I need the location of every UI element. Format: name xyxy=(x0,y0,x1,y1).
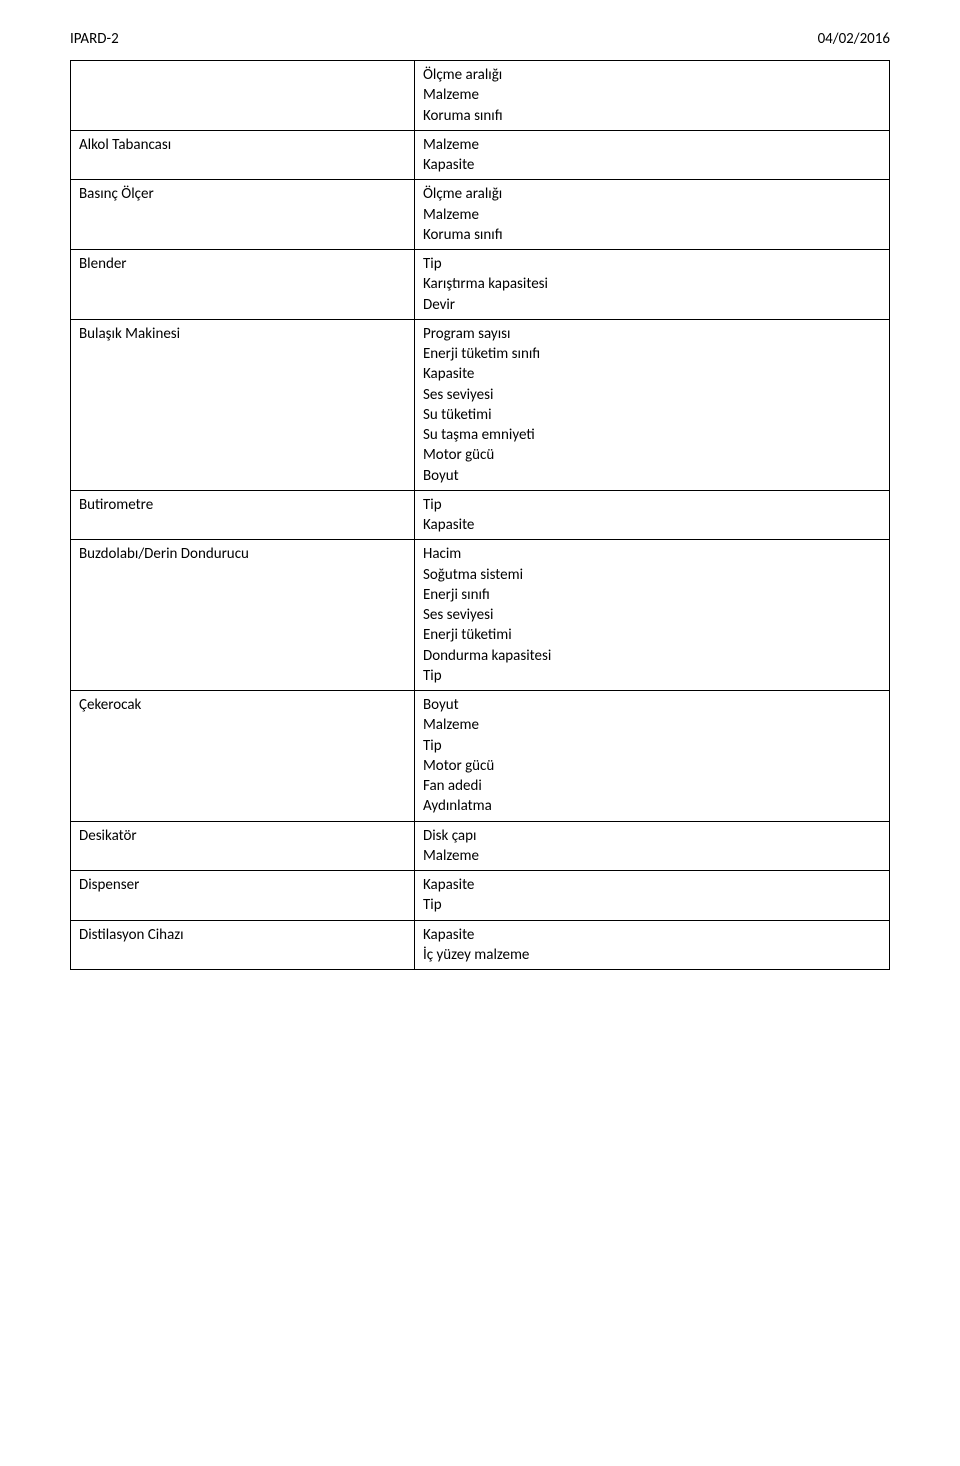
item-attrs-cell: HacimSoğutma sistemiEnerji sınıfıSes sev… xyxy=(414,540,889,691)
attr-line: Ölçme aralığı xyxy=(423,184,881,204)
attr-line: Tip xyxy=(423,736,881,756)
table-row: DispenserKapasiteTip xyxy=(71,871,890,921)
item-attrs-cell: TipKarıştırma kapasitesiDevir xyxy=(414,250,889,320)
item-label-cell: Desikatör xyxy=(71,821,415,871)
attr-line: Ses seviyesi xyxy=(423,385,881,405)
item-attrs-cell: MalzemeKapasite xyxy=(414,130,889,180)
item-attrs-cell: Ölçme aralığıMalzemeKoruma sınıfı xyxy=(414,61,889,131)
table-row: Distilasyon CihazıKapasiteİç yüzey malze… xyxy=(71,920,890,970)
attr-line: Program sayısı xyxy=(423,324,881,344)
attr-line: Devir xyxy=(423,295,881,315)
attr-line: Boyut xyxy=(423,466,881,486)
attr-line: Kapasite xyxy=(423,515,881,535)
attr-line: Su taşma emniyeti xyxy=(423,425,881,445)
spec-table: Ölçme aralığıMalzemeKoruma sınıfıAlkol T… xyxy=(70,60,890,970)
attr-line: Soğutma sistemi xyxy=(423,565,881,585)
attr-line: Koruma sınıfı xyxy=(423,106,881,126)
item-attrs-cell: BoyutMalzemeTipMotor gücüFan adediAydınl… xyxy=(414,691,889,822)
item-label-cell: Butirometre xyxy=(71,490,415,540)
attr-line: Enerji sınıfı xyxy=(423,585,881,605)
item-attrs-cell: KapasiteTip xyxy=(414,871,889,921)
attr-line: Malzeme xyxy=(423,85,881,105)
attr-line: Hacim xyxy=(423,544,881,564)
attr-line: Tip xyxy=(423,495,881,515)
attr-line: İç yüzey malzeme xyxy=(423,945,881,965)
attr-line: Malzeme xyxy=(423,715,881,735)
table-row: DesikatörDisk çapıMalzeme xyxy=(71,821,890,871)
header-right: 04/02/2016 xyxy=(818,30,890,48)
attr-line: Kapasite xyxy=(423,925,881,945)
item-attrs-cell: Program sayısıEnerji tüketim sınıfıKapas… xyxy=(414,319,889,490)
item-label-cell xyxy=(71,61,415,131)
attr-line: Kapasite xyxy=(423,155,881,175)
attr-line: Karıştırma kapasitesi xyxy=(423,274,881,294)
item-attrs-cell: Ölçme aralığıMalzemeKoruma sınıfı xyxy=(414,180,889,250)
item-label-cell: Basınç Ölçer xyxy=(71,180,415,250)
header-left: IPARD-2 xyxy=(70,30,119,48)
attr-line: Kapasite xyxy=(423,875,881,895)
attr-line: Ölçme aralığı xyxy=(423,65,881,85)
item-label-cell: Alkol Tabancası xyxy=(71,130,415,180)
table-row: Basınç ÖlçerÖlçme aralığıMalzemeKoruma s… xyxy=(71,180,890,250)
item-attrs-cell: Disk çapıMalzeme xyxy=(414,821,889,871)
attr-line: Dondurma kapasitesi xyxy=(423,646,881,666)
attr-line: Disk çapı xyxy=(423,826,881,846)
item-label-cell: Dispenser xyxy=(71,871,415,921)
item-attrs-cell: Kapasiteİç yüzey malzeme xyxy=(414,920,889,970)
table-row: Bulaşık MakinesiProgram sayısıEnerji tük… xyxy=(71,319,890,490)
table-row: ÇekerocakBoyutMalzemeTipMotor gücüFan ad… xyxy=(71,691,890,822)
table-row: Alkol TabancasıMalzemeKapasite xyxy=(71,130,890,180)
item-label-cell: Çekerocak xyxy=(71,691,415,822)
table-row: Ölçme aralığıMalzemeKoruma sınıfı xyxy=(71,61,890,131)
attr-line: Tip xyxy=(423,254,881,274)
attr-line: Kapasite xyxy=(423,364,881,384)
attr-line: Malzeme xyxy=(423,135,881,155)
table-row: ButirometreTipKapasite xyxy=(71,490,890,540)
attr-line: Tip xyxy=(423,895,881,915)
attr-line: Ses seviyesi xyxy=(423,605,881,625)
attr-line: Fan adedi xyxy=(423,776,881,796)
attr-line: Su tüketimi xyxy=(423,405,881,425)
item-label-cell: Blender xyxy=(71,250,415,320)
table-row: BlenderTipKarıştırma kapasitesiDevir xyxy=(71,250,890,320)
item-attrs-cell: TipKapasite xyxy=(414,490,889,540)
attr-line: Motor gücü xyxy=(423,756,881,776)
attr-line: Motor gücü xyxy=(423,445,881,465)
attr-line: Enerji tüketim sınıfı xyxy=(423,344,881,364)
item-label-cell: Distilasyon Cihazı xyxy=(71,920,415,970)
item-label-cell: Buzdolabı/Derin Dondurucu xyxy=(71,540,415,691)
attr-line: Koruma sınıfı xyxy=(423,225,881,245)
page-header: IPARD-2 04/02/2016 xyxy=(70,30,890,48)
attr-line: Enerji tüketimi xyxy=(423,625,881,645)
attr-line: Malzeme xyxy=(423,846,881,866)
table-row: Buzdolabı/Derin DondurucuHacimSoğutma si… xyxy=(71,540,890,691)
attr-line: Malzeme xyxy=(423,205,881,225)
attr-line: Boyut xyxy=(423,695,881,715)
attr-line: Tip xyxy=(423,666,881,686)
document-page: IPARD-2 04/02/2016 Ölçme aralığıMalzemeK… xyxy=(0,0,960,1010)
item-label-cell: Bulaşık Makinesi xyxy=(71,319,415,490)
attr-line: Aydınlatma xyxy=(423,796,881,816)
